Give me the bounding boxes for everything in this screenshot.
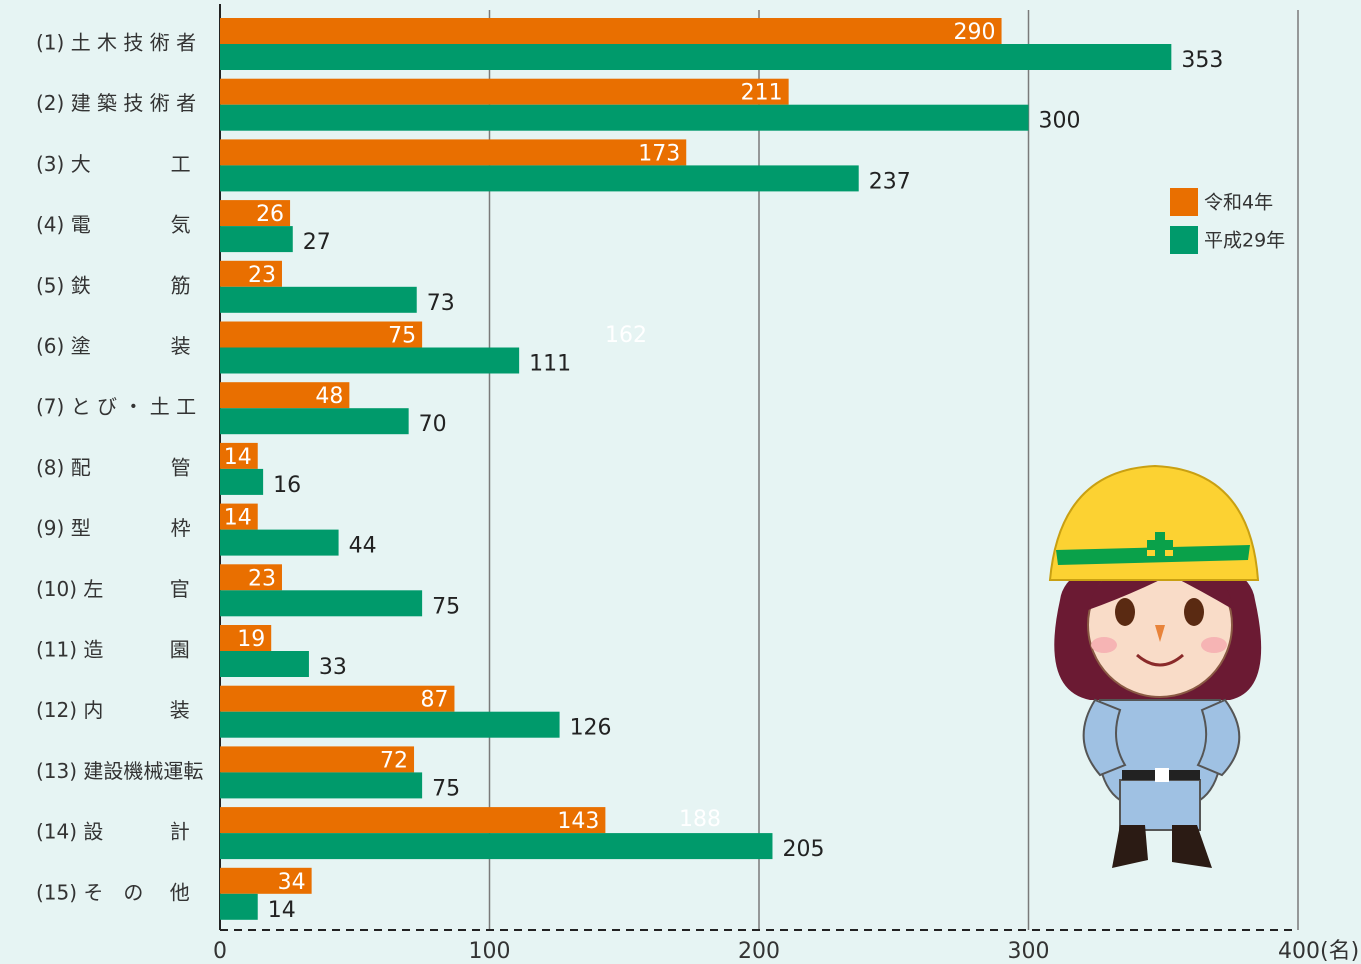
- bar: [220, 165, 859, 191]
- value-label: 26: [256, 202, 284, 227]
- value-label: 290: [954, 20, 996, 45]
- value-label: 87: [420, 688, 448, 713]
- bar: [220, 139, 686, 165]
- bar: [220, 772, 422, 798]
- bar: [220, 226, 293, 252]
- value-label: 23: [248, 263, 276, 288]
- value-label: 143: [557, 809, 599, 834]
- annotation: 162: [605, 323, 647, 348]
- bar: [220, 44, 1171, 70]
- bar: [220, 712, 560, 738]
- value-label: 23: [248, 566, 276, 591]
- y-tick-label: (12) 内 装: [36, 698, 190, 722]
- x-tick-label: 100: [469, 939, 511, 964]
- y-tick-label: (14) 設 計: [36, 820, 190, 844]
- value-label: 72: [380, 748, 408, 773]
- value-label: 111: [529, 352, 571, 377]
- value-label: 14: [268, 898, 296, 923]
- annotation: 188: [679, 807, 721, 832]
- y-tick-label: (13) 建設機械運転: [36, 759, 203, 783]
- bar: [220, 833, 772, 859]
- y-tick-label: (10) 左 官: [36, 577, 190, 601]
- x-tick-label: 0: [213, 939, 227, 964]
- value-label: 16: [273, 473, 301, 498]
- legend-label: 令和4年: [1204, 192, 1273, 214]
- bar: [220, 590, 422, 616]
- y-tick-label: (8) 配 管: [36, 455, 191, 479]
- legend-label: 平成29年: [1204, 230, 1285, 252]
- x-tick-label: 300: [1008, 939, 1050, 964]
- chart: 0 100 200 300 400(名) (1) 土 木 技 術 者 290 353 (2) …: [0, 0, 1361, 964]
- bar: [220, 530, 339, 556]
- bar: [220, 348, 519, 374]
- y-tick-label: (9) 型 枠: [36, 516, 191, 540]
- bar: [220, 469, 263, 495]
- x-tick-label: 400(名): [1278, 939, 1359, 964]
- value-label: 75: [388, 324, 416, 349]
- value-label: 75: [432, 776, 460, 801]
- y-tick-label: (5) 鉄 筋: [36, 273, 191, 297]
- value-label: 14: [224, 445, 252, 470]
- y-tick-label: (1) 土 木 技 術 者: [36, 31, 196, 55]
- legend-swatch: [1170, 188, 1198, 216]
- bar: [220, 686, 454, 712]
- bar: [220, 408, 409, 434]
- value-label: 211: [741, 81, 783, 106]
- legend-swatch: [1170, 226, 1198, 254]
- value-label: 205: [782, 837, 824, 862]
- bar: [220, 105, 1029, 131]
- value-label: 19: [237, 627, 265, 652]
- y-tick-label: (15) そ の 他: [36, 880, 190, 904]
- value-label: 73: [427, 291, 455, 316]
- y-tick-label: (11) 造 園: [36, 638, 190, 662]
- value-label: 48: [315, 384, 343, 409]
- bar: [220, 651, 309, 677]
- value-label: 70: [419, 412, 447, 437]
- value-label: 353: [1181, 48, 1223, 73]
- value-label: 14: [224, 506, 252, 531]
- value-label: 27: [303, 230, 331, 255]
- y-tick-label: (3) 大 工: [36, 152, 191, 176]
- y-tick-label: (6) 塗 装: [36, 334, 191, 358]
- bar: [220, 287, 417, 313]
- x-tick-label: 200: [738, 939, 780, 964]
- bar: [220, 894, 258, 920]
- value-label: 300: [1039, 109, 1081, 134]
- page: 0 100 200 300 400(名) (1) 土 木 技 術 者 290 353 (2) …: [0, 0, 1361, 964]
- value-label: 33: [319, 655, 347, 680]
- value-label: 126: [570, 716, 612, 741]
- y-tick-label: (2) 建 築 技 術 者: [36, 91, 196, 115]
- bar: [220, 79, 789, 105]
- bar: [220, 18, 1002, 44]
- value-label: 237: [869, 169, 911, 194]
- value-label: 44: [349, 534, 377, 559]
- y-tick-label: (7) と び ・ 土 工: [36, 395, 196, 419]
- value-label: 75: [432, 594, 460, 619]
- bar: [220, 807, 605, 833]
- value-label: 34: [278, 870, 306, 895]
- y-tick-label: (4) 電 気: [36, 213, 191, 237]
- value-label: 173: [638, 141, 680, 166]
